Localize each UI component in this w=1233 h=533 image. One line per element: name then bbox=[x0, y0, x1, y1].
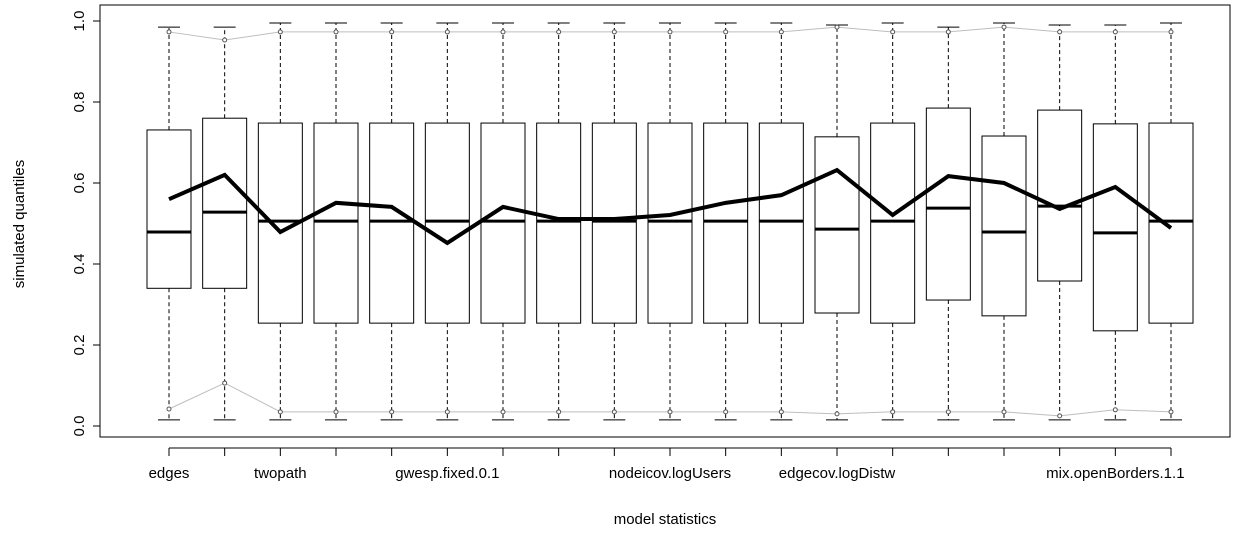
box bbox=[814, 136, 860, 314]
box bbox=[870, 122, 916, 324]
band-point bbox=[222, 380, 228, 386]
band-point bbox=[723, 409, 729, 415]
band-point bbox=[333, 409, 339, 415]
band-point bbox=[556, 29, 562, 35]
box bbox=[1148, 122, 1194, 324]
x-tick-label: edgecov.logDistw bbox=[779, 465, 896, 482]
y-tick-label: 0.0 bbox=[71, 416, 88, 437]
box bbox=[1092, 123, 1138, 332]
band-point bbox=[1112, 407, 1118, 413]
box bbox=[1037, 109, 1083, 282]
y-tick-label: 1.0 bbox=[71, 11, 88, 32]
band-point bbox=[778, 409, 784, 415]
box bbox=[480, 122, 526, 324]
band-point bbox=[500, 409, 506, 415]
band-point bbox=[222, 37, 228, 43]
band-point bbox=[1001, 409, 1007, 415]
band-point bbox=[277, 409, 283, 415]
box bbox=[981, 135, 1027, 317]
y-axis-label: simulated quantiles bbox=[11, 160, 28, 288]
box bbox=[536, 122, 582, 324]
band-point bbox=[333, 29, 339, 35]
x-tick-label: twopath bbox=[254, 465, 307, 482]
x-tick-label: edges bbox=[149, 465, 190, 482]
band-point bbox=[667, 29, 673, 35]
box bbox=[703, 122, 749, 324]
band-point bbox=[945, 29, 951, 35]
band-point bbox=[834, 24, 840, 30]
box bbox=[369, 122, 415, 324]
box bbox=[758, 122, 804, 324]
x-tick-label: nodeicov.logUsers bbox=[609, 465, 731, 482]
band-point bbox=[723, 29, 729, 35]
band-point bbox=[500, 29, 506, 35]
band-point bbox=[166, 29, 172, 35]
band-point bbox=[444, 409, 450, 415]
observed-line bbox=[168, 167, 1173, 246]
band-point bbox=[778, 29, 784, 35]
y-tick-label: 0.2 bbox=[71, 335, 88, 356]
band-point bbox=[444, 29, 450, 35]
band-point bbox=[611, 29, 617, 35]
band-point bbox=[389, 409, 395, 415]
y-tick-label: 0.8 bbox=[71, 92, 88, 113]
x-tick-label: gwesp.fixed.0.1 bbox=[395, 465, 499, 482]
band-point bbox=[1112, 29, 1118, 35]
y-tick-label: 0.4 bbox=[71, 254, 88, 275]
band-point bbox=[1168, 409, 1174, 415]
box bbox=[313, 122, 359, 324]
box bbox=[202, 117, 248, 289]
box bbox=[647, 122, 693, 324]
band-point bbox=[611, 409, 617, 415]
box bbox=[424, 122, 470, 324]
band-point bbox=[166, 406, 172, 412]
band-point bbox=[1001, 24, 1007, 30]
box bbox=[591, 122, 637, 324]
box bbox=[925, 107, 971, 301]
band-point bbox=[945, 409, 951, 415]
band-point bbox=[1168, 29, 1174, 35]
band-point bbox=[890, 29, 896, 35]
box bbox=[146, 129, 192, 289]
band-point bbox=[1057, 29, 1063, 35]
band-point bbox=[890, 409, 896, 415]
x-axis-label: model statistics bbox=[614, 511, 717, 528]
band-point bbox=[1057, 413, 1063, 419]
band-point bbox=[667, 409, 673, 415]
band-point bbox=[389, 29, 395, 35]
band-point bbox=[834, 411, 840, 417]
y-tick-label: 0.6 bbox=[71, 173, 88, 194]
x-tick-label: mix.openBorders.1.1 bbox=[1046, 465, 1184, 482]
band-point bbox=[556, 409, 562, 415]
band-point bbox=[277, 29, 283, 35]
